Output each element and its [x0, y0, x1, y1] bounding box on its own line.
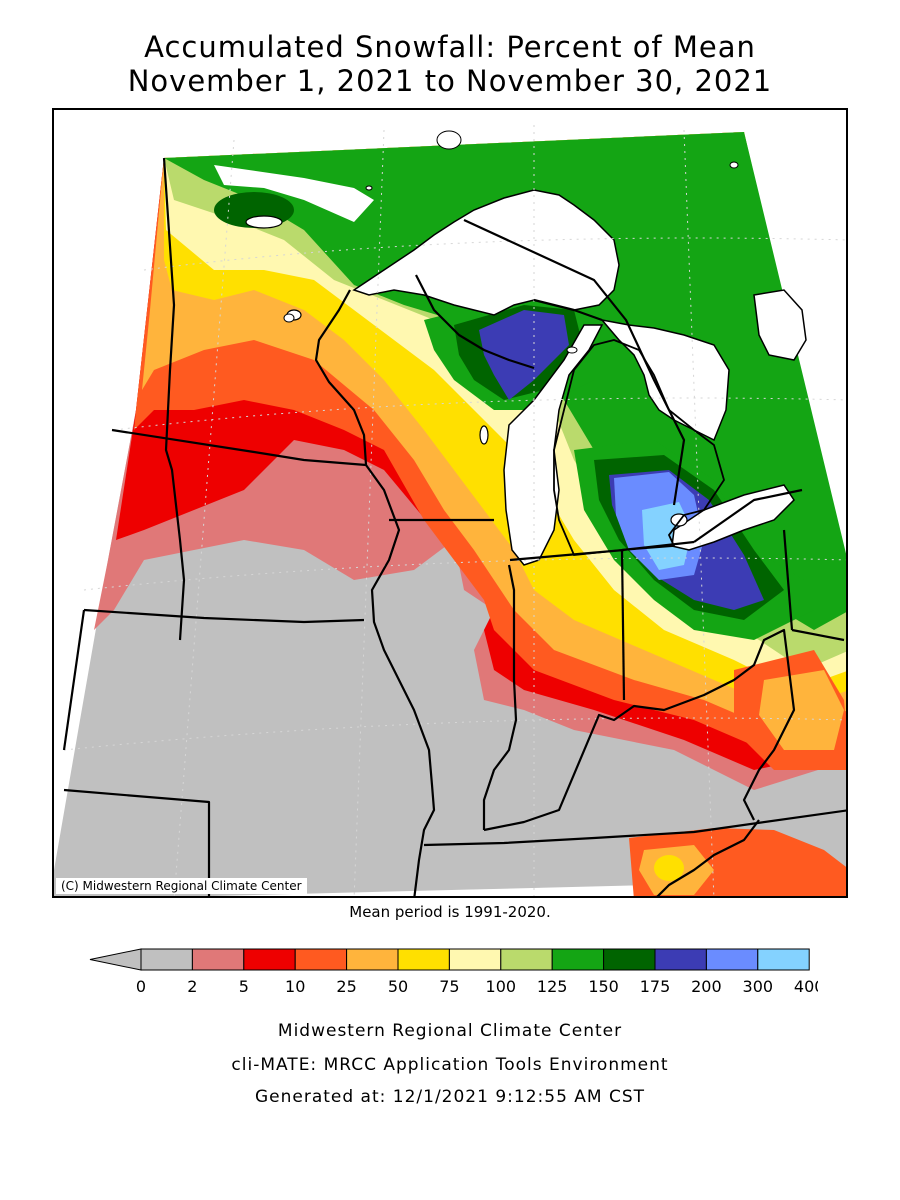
legend-bin — [243, 948, 296, 971]
credit-organization: Midwestern Regional Climate Center — [277, 1021, 623, 1041]
legend-tick-label: 400 — [794, 977, 818, 996]
canada-region — [214, 165, 374, 222]
copyright-label: (C) Midwestern Regional Climate Center — [56, 878, 307, 894]
legend-bin — [500, 948, 553, 971]
legend-tick-label: 50 — [388, 977, 408, 996]
lake-erie — [671, 484, 795, 551]
map-title-line2: November 1, 2021 to November 30, 2021 — [127, 64, 773, 98]
legend-tick-label: 10 — [285, 977, 305, 996]
credit-tool: cli-MATE: MRCC Application Tools Environ… — [231, 1055, 669, 1075]
legend-bin — [654, 948, 707, 971]
contour-kentucky-yellow-core — [654, 855, 684, 881]
legend-tick-label: 75 — [439, 977, 459, 996]
legend-tick-label: 175 — [640, 977, 671, 996]
legend-tick-label: 300 — [743, 977, 774, 996]
legend-bin — [294, 948, 348, 971]
lake-winnebago — [479, 425, 489, 445]
lake-ontario — [753, 289, 807, 361]
legend-tick-label: 5 — [239, 977, 249, 996]
contour-175-200-up — [479, 310, 569, 400]
legend-tick-label: 200 — [691, 977, 722, 996]
legend-bin — [551, 948, 605, 971]
legend-bin — [140, 948, 193, 971]
legend-tick-label: 2 — [187, 977, 197, 996]
legend-tick-label: 25 — [336, 977, 356, 996]
legend-bin — [448, 948, 502, 971]
legend-bin — [397, 948, 450, 971]
mean-period-note: Mean period is 1991-2020. — [349, 903, 551, 921]
michigan-lower-outline — [553, 339, 725, 556]
legend-tick-label: 100 — [486, 977, 517, 996]
snowfall-map: (C) Midwestern Regional Climate Center — [52, 108, 848, 898]
legend-tick-label: 0 — [136, 977, 146, 996]
legend-bin — [346, 948, 399, 971]
legend-bin — [705, 948, 759, 971]
legend-bin — [191, 948, 245, 971]
legend-tick-label: 150 — [588, 977, 619, 996]
islands — [283, 130, 739, 354]
legend-tick-label: 125 — [537, 977, 568, 996]
snowfall-map-canvas — [54, 110, 846, 896]
contour-ohio-east-orange — [759, 670, 844, 750]
lake-red — [245, 215, 283, 229]
legend-below-min-triangle — [89, 948, 142, 971]
legend-bin — [757, 948, 810, 971]
lake-st-clair — [670, 513, 688, 527]
lake-huron — [600, 318, 730, 442]
map-title-line1: Accumulated Snowfall: Percent of Mean — [144, 30, 756, 64]
legend-bin — [603, 948, 656, 971]
color-legend: 02510255075100125150175200300400 — [89, 948, 818, 996]
generated-timestamp: Generated at: 12/1/2021 9:12:55 AM CST — [254, 1087, 646, 1107]
graticule — [63, 125, 846, 896]
